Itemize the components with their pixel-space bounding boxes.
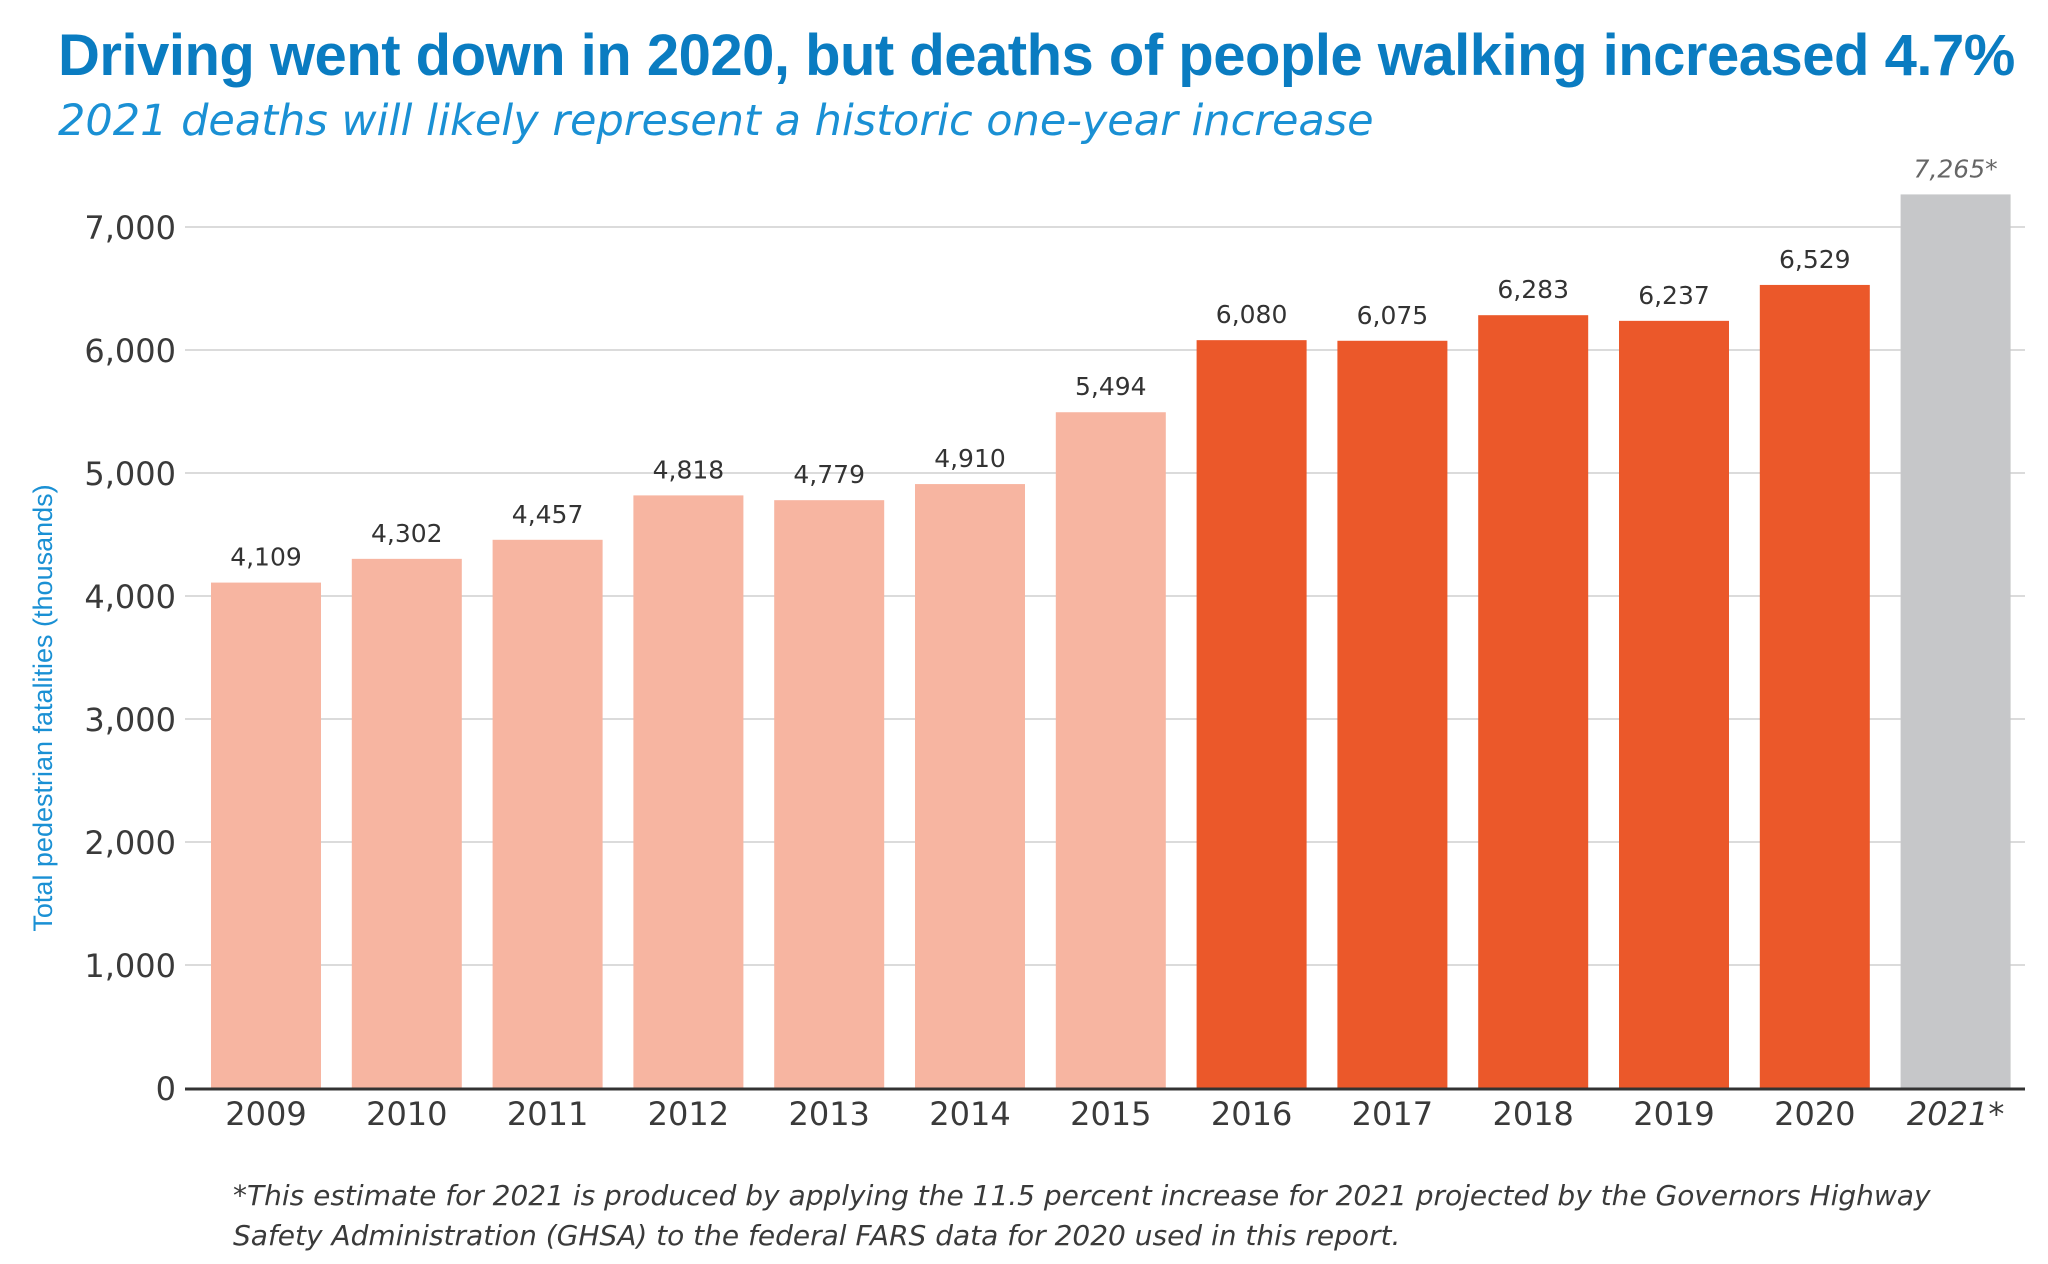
y-tick-label: 4,000 (84, 578, 176, 616)
x-tick-label: 2013 (788, 1095, 869, 1133)
y-axis-ticks: 0 1,000 2,000 3,000 4,000 5,000 6,000 7,000 (84, 209, 176, 1108)
value-labels: 4,109 4,302 4,457 4,818 4,779 4,910 5,494 6,080… (230, 154, 1997, 571)
y-tick-label: 5,000 (84, 455, 176, 493)
y-axis-label: Total pedestrian fatalities (thousands) (28, 484, 58, 931)
value-label: 4,302 (371, 519, 443, 548)
value-label: 4,457 (512, 500, 584, 529)
value-label: 4,779 (793, 460, 865, 489)
value-label: 4,109 (230, 543, 302, 572)
x-tick-label: 2017 (1352, 1095, 1433, 1133)
bar-2021 (1900, 194, 2011, 1088)
x-tick-label: 2019 (1633, 1095, 1714, 1133)
value-label: 4,818 (653, 455, 725, 484)
bar-2010 (351, 558, 462, 1088)
x-tick-label: 2012 (648, 1095, 729, 1133)
bar-2011 (492, 539, 603, 1088)
y-tick-label: 6,000 (84, 332, 176, 370)
value-label: 6,080 (1216, 300, 1288, 329)
chart-subtitle: 2021 deaths will likely represent a hist… (58, 96, 1374, 146)
chart-title: Driving went down in 2020, but deaths of… (58, 23, 2015, 88)
value-label: 7,265* (1914, 154, 1998, 183)
x-tick-label: 2016 (1211, 1095, 1292, 1133)
x-tick-label: 2018 (1492, 1095, 1573, 1133)
value-label: 6,075 (1357, 301, 1429, 330)
bar-2013 (774, 500, 885, 1089)
bar-2014 (915, 484, 1025, 1088)
y-tick-label: 0 (156, 1070, 176, 1108)
bar-2015 (1055, 412, 1166, 1088)
y-tick-label: 2,000 (84, 824, 176, 862)
y-tick-label: 3,000 (84, 701, 176, 739)
x-tick-label: 2009 (225, 1095, 306, 1133)
x-tick-label: 2020 (1774, 1095, 1855, 1133)
bar-2016 (1196, 340, 1307, 1088)
x-tick-label: 2014 (929, 1095, 1010, 1133)
y-tick-label: 1,000 (84, 947, 176, 985)
x-tick-label: 2011 (507, 1095, 588, 1133)
value-label: 5,494 (1075, 372, 1147, 401)
bar-2019 (1619, 320, 1729, 1088)
bar-2009 (211, 582, 321, 1088)
bar-2017 (1337, 340, 1448, 1088)
bar-chart: 0 1,000 2,000 3,000 4,000 5,000 6,000 7,000 4,1… (28, 154, 2025, 1133)
bars (211, 194, 2011, 1089)
x-tick-label: 2015 (1070, 1095, 1151, 1133)
x-tick-label: 2010 (366, 1095, 447, 1133)
bar-2018 (1478, 315, 1589, 1088)
value-label: 6,529 (1779, 245, 1851, 274)
y-tick-label: 7,000 (84, 209, 176, 247)
value-label: 6,283 (1497, 275, 1569, 304)
value-label: 4,910 (934, 444, 1006, 473)
bar-2020 (1759, 284, 1870, 1089)
value-label: 6,237 (1638, 281, 1710, 310)
x-axis-ticks: 2009 2010 2011 2012 2013 2014 2015 2016 2017 2018… (225, 1095, 2004, 1133)
bar-2012 (633, 495, 744, 1088)
footnote: *This estimate for 2021 is produced by a… (233, 1179, 1931, 1252)
x-tick-label: 2021* (1907, 1095, 2004, 1133)
